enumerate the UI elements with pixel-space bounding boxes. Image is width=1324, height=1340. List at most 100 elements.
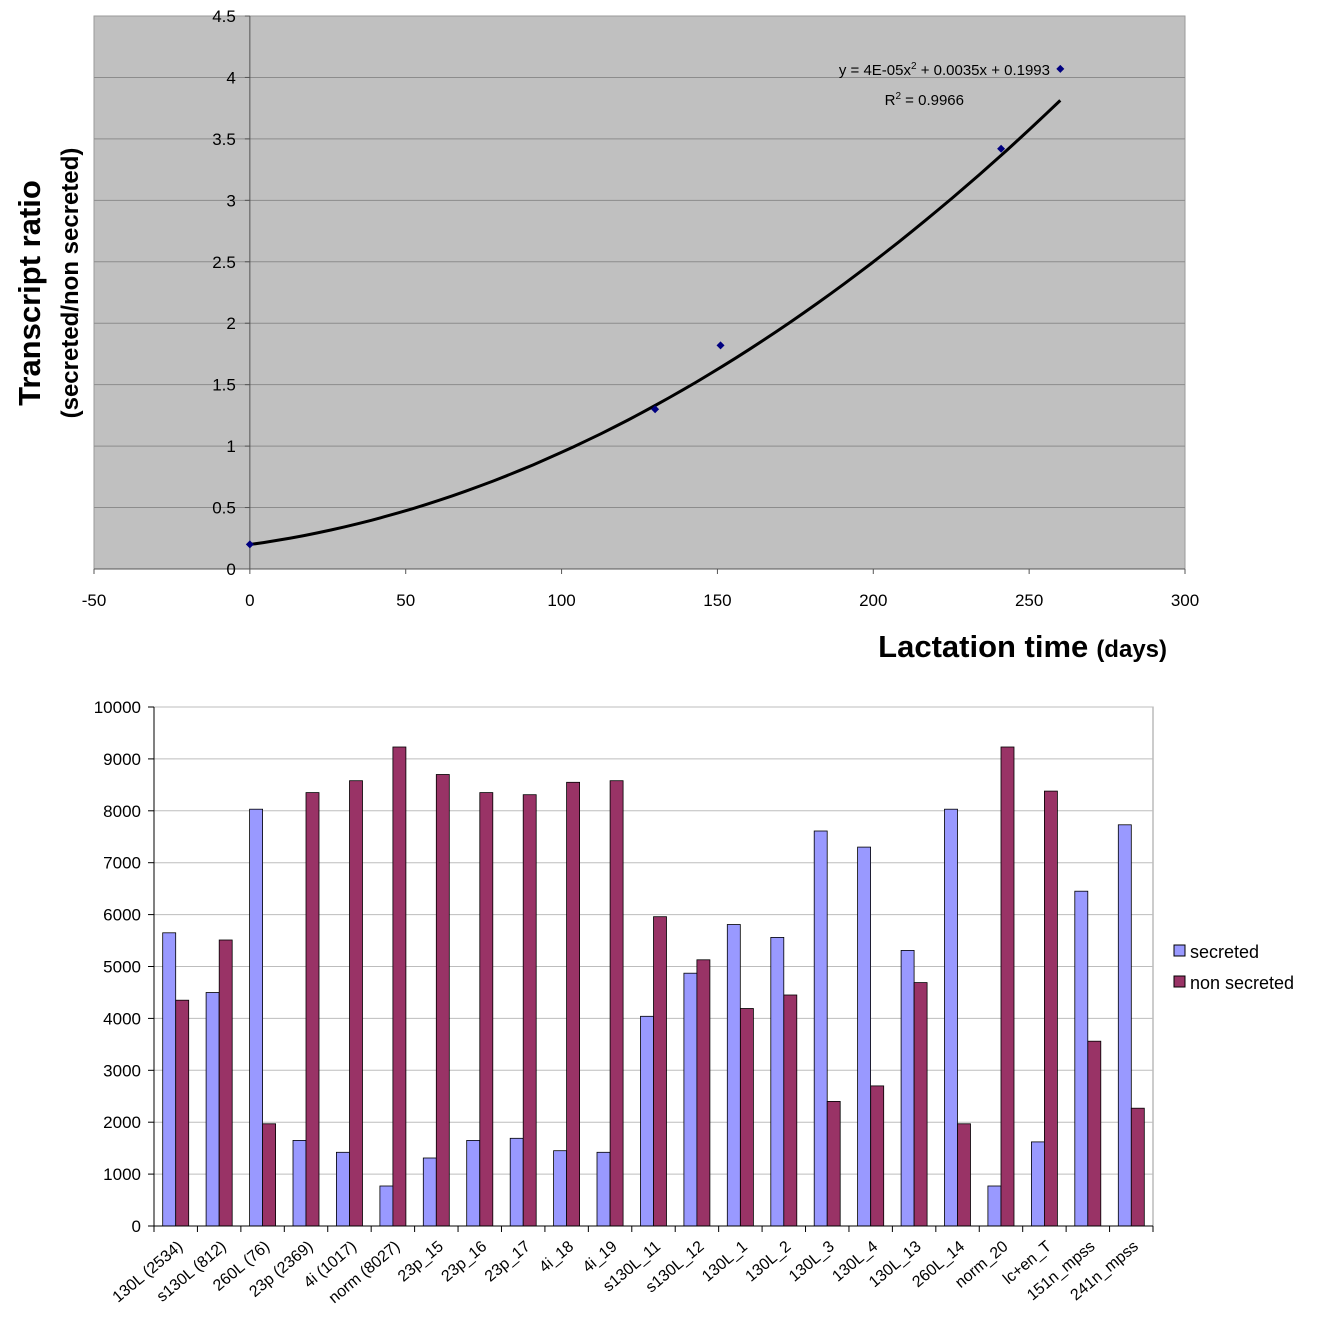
bar-x-tick-label: 4i_18 [536, 1238, 577, 1276]
bar-non-secreted-6 [435, 774, 450, 1227]
scatter-y-tick-label: 1.5 [212, 376, 236, 395]
bar-non-secreted-14 [783, 994, 798, 1227]
scatter-y-tick-label: 4.5 [212, 7, 236, 26]
bar-secreted-13 [726, 924, 741, 1227]
bar-secreted-6 [422, 1157, 437, 1227]
scatter-x-tick-label: 150 [703, 591, 731, 610]
scatter-y-tick-label: 0.5 [212, 499, 236, 518]
scatter-chart: 0 0.5 1 1.5 2 2.5 3 3.5 4 4.5 -50 0 50 100 150 200 250 3… [12, 7, 1199, 664]
bar-x-tick-label: 130L_2 [743, 1238, 795, 1285]
bar-non-secreted-12 [696, 959, 711, 1227]
trendline-r-squared: R2 = 0.9966 [885, 91, 964, 109]
bar-secreted-1 [205, 992, 220, 1227]
bar-secreted-4 [335, 1151, 350, 1227]
scatter-x-tick-label: 0 [245, 591, 254, 610]
bar-non-secreted-8 [522, 794, 537, 1227]
bar-x-tick-label: 130L_1 [699, 1238, 751, 1285]
bar-non-secreted-18 [957, 1123, 971, 1227]
bar-y-tick-label: 8000 [103, 802, 141, 821]
bar-secreted-0 [162, 932, 177, 1227]
scatter-axes [93, 15, 1186, 574]
legend-label-non-secreted: non secreted [1190, 973, 1294, 993]
bar-y-tick-label: 10000 [94, 698, 141, 717]
legend-label-secreted: secreted [1190, 942, 1259, 962]
scatter-points [245, 64, 1065, 549]
bar-non-secreted-4 [349, 780, 363, 1227]
scatter-y-tick-labels: 0 0.5 1 1.5 2 2.5 3 3.5 4 4.5 [212, 7, 236, 579]
bar-non-secreted-3 [305, 792, 320, 1227]
bar-non-secreted-0 [175, 999, 190, 1227]
scatter-y-axis-subtitle: (secreted/non secreted) [57, 148, 84, 419]
scatter-y-axis-title: Transcript ratio [12, 180, 47, 406]
bar-x-tick-label: 130L_3 [786, 1238, 838, 1285]
bar-x-tick-labels: 130L (2534)s130L (812)260L (76)23p (2369… [110, 1238, 1142, 1307]
bar-y-tick-label: 4000 [103, 1009, 141, 1028]
scatter-x-tick-label: 250 [1015, 591, 1043, 610]
bar-non-secreted-13 [740, 1008, 754, 1227]
bar-axes [148, 706, 1154, 1232]
bar-secreted-16 [857, 846, 871, 1227]
bar-y-tick-label: 5000 [103, 958, 141, 977]
bar-x-tick-label: 23p_17 [482, 1238, 534, 1285]
bar-y-tick-label: 3000 [103, 1061, 141, 1080]
legend-swatch-secreted [1173, 944, 1186, 957]
scatter-plot-area [93, 15, 1186, 570]
legend-swatch-non-secreted [1173, 975, 1186, 988]
bar-secreted-17 [900, 950, 915, 1227]
bar-non-secreted-17 [913, 982, 928, 1227]
scatter-y-tick-label: 3 [226, 191, 235, 210]
bar-secreted-2 [249, 808, 264, 1227]
bar-x-tick-label: 23p_15 [395, 1238, 447, 1285]
scatter-x-axis-title: Lactation time (days) [878, 629, 1167, 664]
bar-secreted-9 [553, 1150, 567, 1227]
bar-secreted-21 [1074, 890, 1089, 1227]
scatter-x-tick-label: 200 [859, 591, 887, 610]
bar-x-tick-label: 23p_16 [439, 1238, 491, 1285]
bar-y-tick-label: 1000 [103, 1165, 141, 1184]
bar-non-secreted-16 [870, 1085, 885, 1227]
scatter-point [651, 405, 660, 414]
bar-non-secreted-21 [1087, 1040, 1102, 1227]
scatter-point [997, 144, 1006, 153]
bar-non-secreted-20 [1044, 790, 1058, 1227]
scatter-y-tick-label: 0 [226, 560, 235, 579]
bar-non-secreted-2 [262, 1123, 277, 1227]
bar-secreted-5 [379, 1185, 394, 1227]
bar-secreted-10 [596, 1151, 611, 1227]
scatter-x-tick-label: 300 [1171, 591, 1199, 610]
bar-non-secreted-19 [1000, 746, 1015, 1227]
bar-secreted-14 [770, 937, 785, 1227]
bar-non-secreted-11 [653, 916, 667, 1227]
scatter-y-tick-label: 2.5 [212, 253, 236, 272]
bar-non-secreted-7 [479, 792, 494, 1227]
scatter-point [1056, 64, 1065, 73]
bar-secreted-15 [813, 830, 828, 1227]
scatter-y-tick-label: 2 [226, 314, 235, 333]
bar-non-secreted-10 [609, 780, 624, 1227]
bar-non-secreted-9 [566, 781, 580, 1227]
scatter-x-tick-label: 50 [396, 591, 415, 610]
bar-legend: secreted non secreted [1173, 942, 1294, 993]
bar-non-secreted-5 [392, 746, 407, 1227]
bar-secreted-19 [987, 1185, 1002, 1227]
bar-secreted-20 [1031, 1141, 1045, 1227]
bar-non-secreted-22 [1130, 1107, 1145, 1227]
bar-chart: 0 1000 2000 3000 4000 5000 6000 7000 8000 9000 100… [94, 698, 1294, 1307]
bar-y-tick-label: 0 [132, 1217, 141, 1236]
bar-secreted-8 [509, 1137, 524, 1227]
scatter-y-tick-label: 3.5 [212, 130, 236, 149]
bar-secreted-18 [944, 808, 958, 1227]
bar-secreted-22 [1117, 824, 1132, 1227]
bar-secreted-12 [683, 972, 698, 1227]
bar-non-secreted-1 [218, 939, 233, 1227]
scatter-y-tick-label: 4 [226, 68, 235, 87]
scatter-point [245, 540, 254, 549]
scatter-gridlines [94, 76, 1185, 509]
bar-secreted-7 [466, 1140, 481, 1227]
bar-y-tick-labels: 0 1000 2000 3000 4000 5000 6000 7000 8000 9000 100… [94, 698, 141, 1236]
scatter-x-tick-label: -50 [82, 591, 107, 610]
bar-y-tick-label: 7000 [103, 854, 141, 873]
bar-non-secreted-15 [826, 1101, 841, 1227]
bar-y-tick-label: 2000 [103, 1113, 141, 1132]
